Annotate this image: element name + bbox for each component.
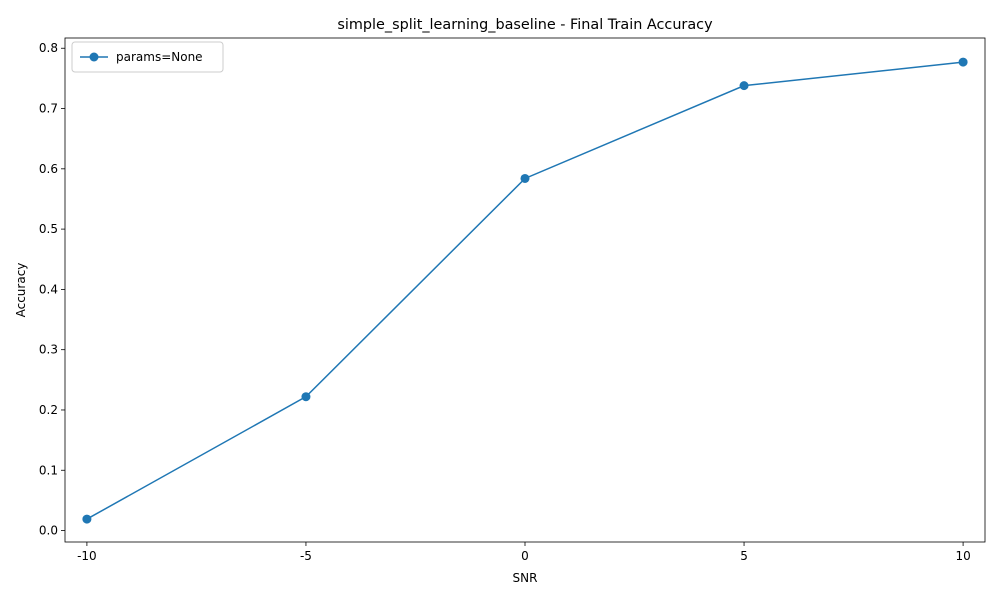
y-tick-label: 0.5 [39, 222, 58, 236]
y-tick-label: 0.7 [39, 102, 58, 116]
data-point [82, 514, 92, 524]
x-tick-label: 5 [740, 549, 748, 563]
y-tick-label: 0.0 [39, 524, 58, 538]
x-axis-label: SNR [513, 571, 538, 585]
y-tick-label: 0.4 [39, 282, 58, 296]
x-tick-label: 0 [521, 549, 529, 563]
data-point [520, 173, 530, 183]
y-tick-label: 0.2 [39, 403, 58, 417]
legend-frame [71, 41, 224, 73]
y-tick-label: 0.1 [39, 463, 58, 477]
legend: params=None [71, 41, 224, 73]
data-point [739, 81, 749, 91]
data-point [301, 392, 311, 402]
x-tick-label: -5 [300, 549, 312, 563]
data-point [958, 57, 968, 67]
plot-area: 0.0 0.1 0.2 0.3 0.4 0.5 0.6 0.7 0.8 -10 -5 0 5 10 [39, 37, 986, 563]
y-tick-label: 0.8 [39, 41, 58, 55]
y-axis-label: Accuracy [14, 263, 28, 318]
chart-title: simple_split_learning_baseline - Final T… [337, 17, 713, 33]
x-tick-label: -10 [77, 549, 97, 563]
legend-marker-sample [89, 52, 99, 62]
y-tick-label: 0.3 [39, 343, 58, 357]
legend-label: params=None [116, 50, 203, 64]
x-tick-label: 10 [955, 549, 970, 563]
y-tick-label: 0.6 [39, 162, 58, 176]
